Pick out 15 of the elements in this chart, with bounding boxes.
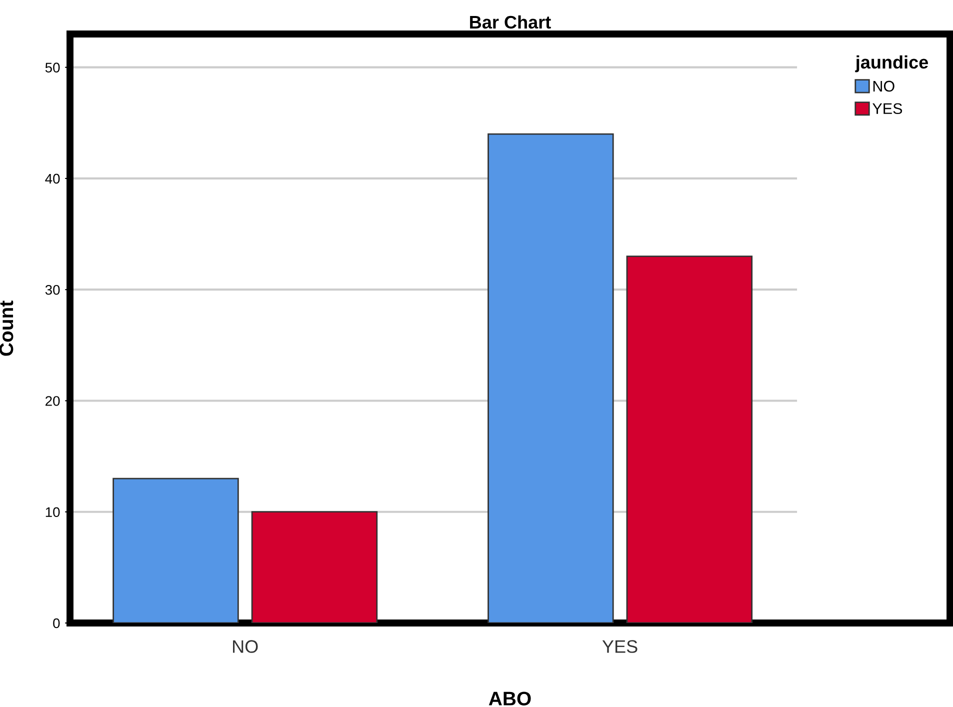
y-tick-label: 40 — [45, 174, 60, 184]
bar — [488, 133, 614, 623]
chart-title: Bar Chart — [470, 15, 551, 29]
bar — [251, 511, 378, 623]
y-tick-label: 30 — [45, 284, 60, 295]
x-axis-title: ABO — [488, 692, 531, 706]
y-tick-label: 50 — [45, 62, 60, 73]
y-tick-label: 10 — [46, 507, 60, 518]
legend-title: jaundice — [855, 55, 928, 72]
y-tick-label: 20 — [46, 396, 60, 406]
legend-label: YES — [872, 103, 902, 114]
y-tick-label: 0 — [53, 618, 60, 628]
legend-label: NO — [873, 80, 894, 92]
bar — [626, 256, 753, 623]
bar — [112, 478, 239, 623]
